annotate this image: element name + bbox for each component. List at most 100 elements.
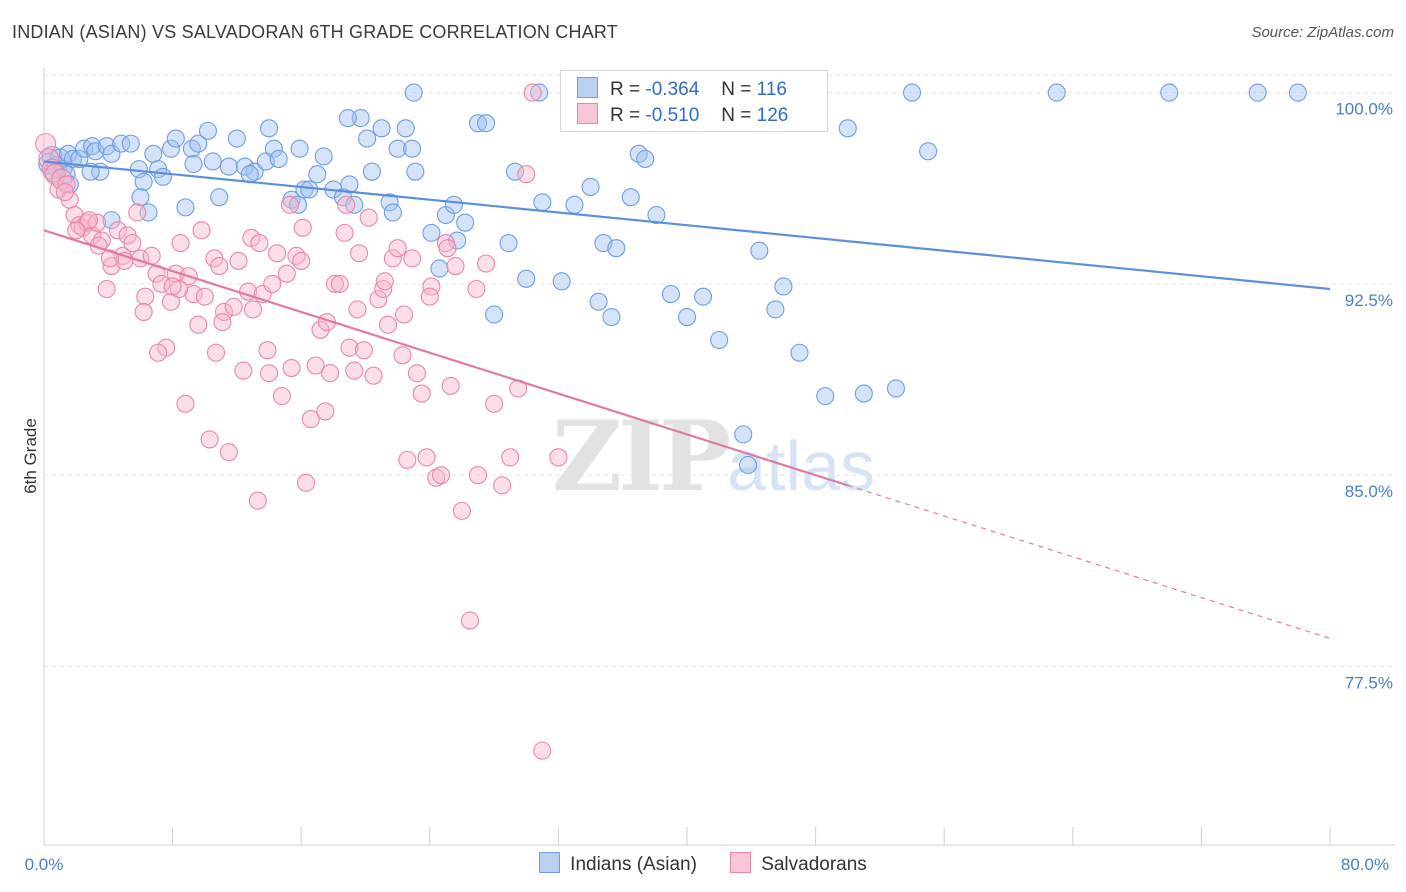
data-point: [816, 387, 835, 406]
data-point: [407, 364, 426, 383]
data-point: [136, 287, 155, 306]
data-point: [364, 366, 383, 385]
data-point: [55, 183, 74, 202]
data-point: [277, 264, 296, 283]
data-point: [350, 244, 369, 263]
data-point: [70, 149, 89, 168]
data-point: [195, 287, 214, 306]
data-point: [340, 338, 359, 357]
data-point: [134, 302, 153, 321]
data-point: [412, 384, 431, 403]
data-point: [243, 300, 263, 319]
data-point: [393, 346, 412, 365]
n-value-indians: 116: [756, 79, 787, 100]
data-point: [398, 450, 417, 469]
data-point: [403, 139, 422, 158]
data-point: [213, 313, 232, 332]
legend-swatch-salvadorans: [577, 103, 598, 124]
n-label: N =: [721, 79, 752, 100]
data-point: [372, 119, 391, 138]
data-point: [351, 109, 370, 128]
data-point: [358, 129, 377, 148]
data-point: [290, 139, 309, 158]
data-point: [589, 292, 608, 311]
data-point: [338, 109, 357, 128]
data-point: [448, 231, 467, 250]
x-tick-label: 80.0%: [1341, 855, 1389, 874]
data-point: [1288, 83, 1307, 102]
data-point: [219, 157, 238, 176]
data-point: [766, 300, 785, 319]
data-point: [374, 279, 393, 299]
data-point: [325, 274, 345, 293]
data-point: [272, 387, 291, 406]
data-point: [51, 168, 73, 190]
data-point: [123, 234, 142, 253]
data-point: [258, 341, 277, 360]
data-point: [734, 425, 753, 444]
data-point: [446, 256, 465, 276]
data-point: [224, 297, 243, 316]
data-point: [189, 134, 208, 153]
legend-item-salvadorans[interactable]: Salvadorans: [730, 852, 867, 876]
data-point: [1160, 83, 1179, 102]
data-point: [227, 129, 246, 148]
data-point: [293, 218, 312, 237]
data-point: [296, 473, 316, 492]
n-label: N =: [721, 105, 752, 126]
watermark-atlas: atlas: [727, 427, 876, 505]
data-point: [210, 188, 229, 207]
data-point: [345, 361, 364, 380]
data-point: [153, 167, 173, 186]
data-point: [144, 144, 163, 163]
data-point: [184, 154, 203, 174]
data-point: [621, 188, 640, 207]
data-point: [134, 172, 153, 191]
data-point: [176, 394, 195, 413]
data-point: [383, 203, 402, 222]
data-point: [131, 188, 150, 207]
data-point: [468, 466, 488, 485]
data-point: [83, 137, 102, 156]
data-point: [163, 277, 182, 296]
data-point: [128, 203, 147, 222]
data-point: [362, 162, 381, 181]
data-point: [248, 491, 267, 510]
data-point: [396, 119, 415, 138]
data-point: [337, 195, 356, 214]
data-point: [189, 315, 208, 334]
data-point: [477, 114, 496, 133]
r-value-salvadorans: -0.510: [645, 105, 700, 126]
trend-line-extension: [847, 484, 1331, 639]
data-point: [380, 193, 399, 212]
data-point: [441, 376, 460, 395]
data-point: [838, 119, 857, 138]
data-point: [565, 195, 584, 214]
data-point: [259, 119, 279, 138]
data-point: [710, 330, 729, 350]
legend-swatch-salvadorans: [730, 852, 752, 873]
data-point: [219, 443, 238, 462]
data-point: [234, 361, 253, 380]
data-point: [59, 144, 78, 163]
data-point: [280, 195, 299, 214]
data-point: [533, 193, 552, 212]
data-point: [210, 256, 229, 276]
data-point: [404, 83, 423, 102]
data-point: [171, 234, 190, 253]
data-point: [452, 501, 472, 520]
legend-item-indians[interactable]: Indians (Asian): [539, 852, 697, 876]
chart-title: INDIAN (ASIAN) VS SALVADORAN 6TH GRADE C…: [12, 22, 618, 42]
data-point: [100, 249, 119, 268]
data-point: [300, 180, 319, 199]
data-point: [499, 234, 518, 253]
data-point: [206, 343, 226, 362]
series-indians-asian: [38, 83, 1307, 475]
data-point: [166, 129, 185, 148]
data-point: [523, 83, 542, 102]
data-point: [250, 234, 269, 253]
data-point: [263, 274, 282, 293]
data-point: [259, 364, 279, 383]
data-point: [790, 343, 809, 362]
x-tick-label: 0.0%: [25, 855, 64, 874]
